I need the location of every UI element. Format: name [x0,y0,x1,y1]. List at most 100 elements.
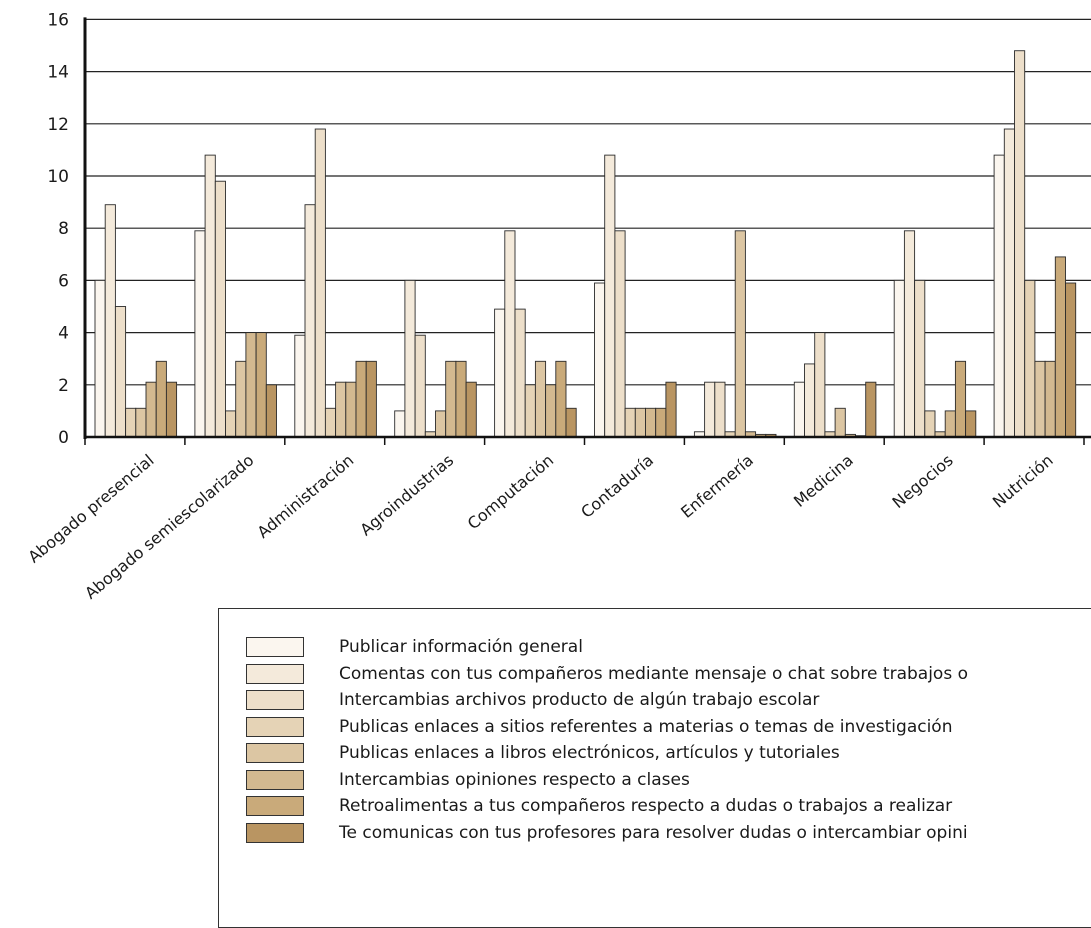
bar [893,279,905,438]
bar [504,230,516,438]
y-tick-label: 0 [58,428,69,448]
bar [634,407,646,438]
bar [834,407,846,438]
legend-swatch [246,690,304,710]
bar [445,360,457,438]
y-tick-label: 10 [47,167,69,187]
bar [944,410,956,438]
legend-item: Publicas enlaces a libros electrónicos, … [246,741,840,765]
bar [255,332,267,438]
bar [604,154,616,438]
legend-label: Intercambias opiniones respecto a clases [339,769,690,790]
legend-label: Te comunicas con tus profesores para res… [339,822,968,843]
bar [394,410,406,438]
bar [793,381,805,438]
bar [155,360,167,438]
legend-label: Publicas enlaces a sitios referentes a m… [339,716,953,737]
bar [534,360,547,438]
bar [104,204,116,438]
bar [225,410,237,438]
bar [524,384,536,438]
bar [125,407,137,438]
bar [194,230,206,438]
legend-swatch [246,796,304,816]
bar [355,360,367,438]
bar [624,407,636,438]
bar [1065,282,1077,438]
bar [414,334,426,438]
bar [335,381,347,438]
bar [924,410,936,438]
bar [545,384,557,438]
x-tick-label: Administración [254,451,358,542]
bar [455,360,467,438]
legend-label: Publicar información general [339,637,583,657]
bar [714,381,726,438]
legend: Publicar información general Comentas con… [218,608,1091,928]
legend-label: Comentas con tus compañeros mediante men… [339,663,968,684]
bar [165,381,178,438]
legend-swatch [246,637,304,657]
bar [555,360,567,438]
y-tick-label: 4 [58,324,69,344]
legend-item: Publicas enlaces a sitios referentes a m… [246,715,953,739]
bar [135,407,147,438]
legend-swatch [246,716,304,737]
legend-label: Intercambias archivos producto de algún … [339,690,820,710]
bar [345,381,357,438]
y-tick-label: 14 [47,63,69,83]
x-tick-label: Enfermería [677,451,757,522]
bar [365,360,377,438]
bar [1034,360,1046,438]
bar [494,308,506,438]
bar [804,363,816,438]
bar [1014,50,1026,438]
y-tick-label: 2 [58,376,69,396]
bar [204,154,216,438]
legend-item: Comentas con tus compañeros mediante men… [246,662,968,686]
bar [655,407,667,438]
bar [614,230,626,438]
bar [94,279,106,438]
x-tick-label: Computación [464,451,557,534]
x-tick-label: Agroindustrias [356,451,457,540]
bar [265,384,277,438]
y-tick-label: 6 [58,271,69,291]
bar [514,308,526,438]
x-tick-label: Nutrición [989,451,1057,512]
bar [665,381,677,438]
bar [324,407,337,438]
legend-item: Te comunicas con tus profesores para res… [246,821,968,845]
bar [114,306,127,438]
legend-swatch [246,822,304,843]
bar-chart: 0 2 4 6 8 10 12 14 16 Abogado presencialAbogado … [24,10,1091,603]
legend-swatch [246,663,304,684]
bars [94,50,1077,438]
bar [645,407,657,438]
bar [914,279,926,438]
x-tick-label: Contaduría [577,451,657,522]
bar [145,381,157,438]
bar [1024,279,1036,438]
bar [993,154,1005,438]
bar [465,381,477,438]
bar [814,332,826,438]
bar [404,279,416,438]
bar [704,381,716,438]
bar [304,204,316,438]
legend-item: Publicar información general [246,635,583,659]
bar [1044,360,1056,438]
legend-swatch [246,743,304,763]
y-tick-label: 8 [58,219,69,239]
x-tick-label: Negocios [889,451,957,513]
axes [83,17,1091,445]
legend-item: Intercambias opiniones respecto a clases [246,768,690,792]
bar [565,407,577,438]
x-tick-label: Medicina [790,451,857,511]
bar [245,332,257,438]
legend-label: Publicas enlaces a libros electrónicos, … [339,743,840,763]
bar [965,410,977,438]
bar [214,180,226,438]
y-tick-label: 16 [47,10,69,30]
legend-swatch [246,769,304,790]
